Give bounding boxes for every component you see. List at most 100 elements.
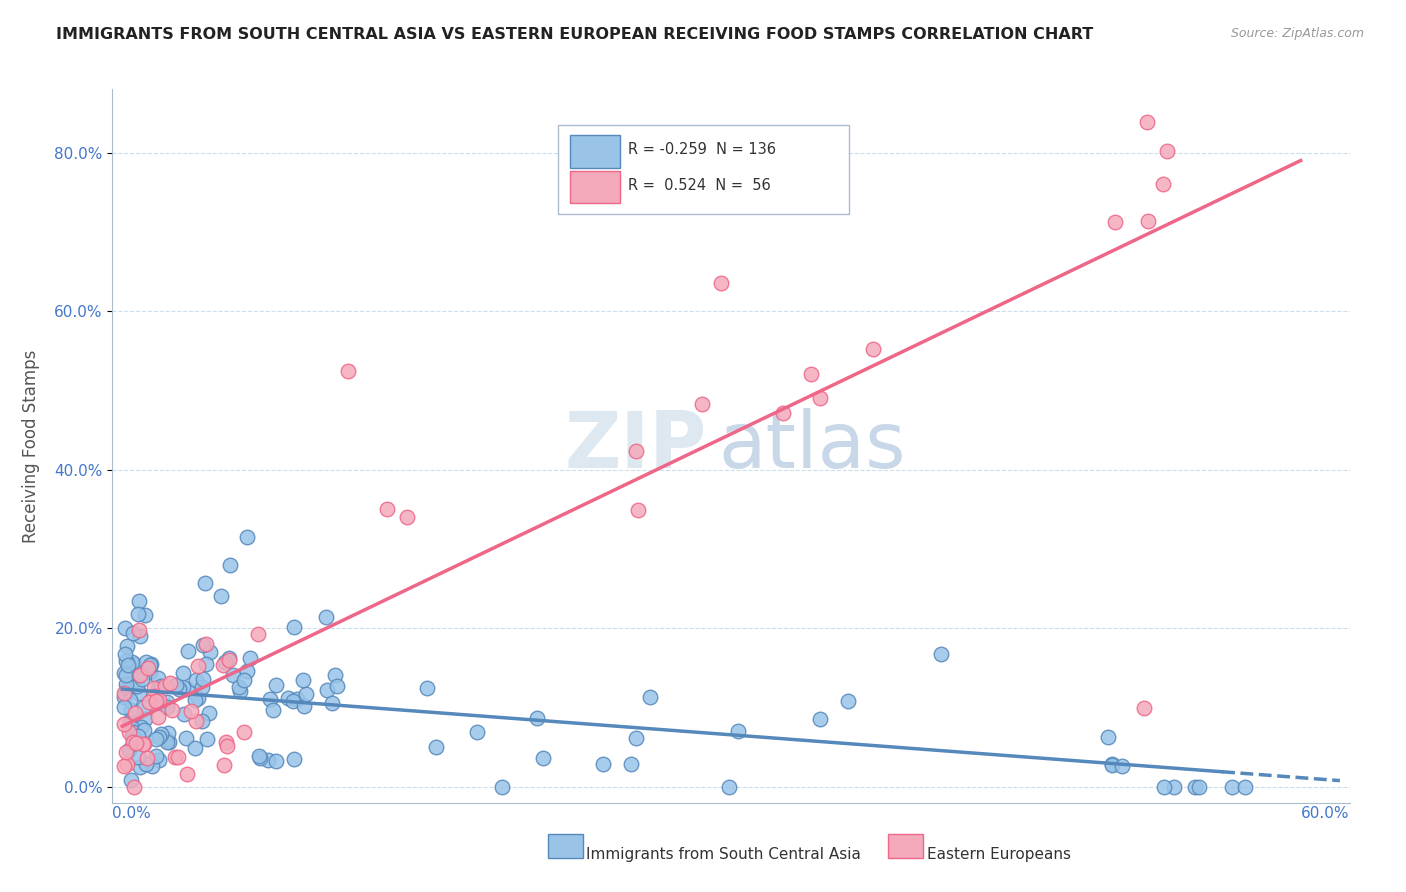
Point [114, 653, 136, 667]
Point [149, 727, 172, 741]
Point [257, 753, 280, 767]
Point [112, 759, 135, 773]
Point [122, 626, 145, 640]
Point [184, 673, 207, 688]
Point [283, 694, 305, 708]
Point [167, 681, 190, 696]
Point [772, 406, 794, 420]
Point [132, 737, 155, 751]
Point [153, 679, 176, 693]
Point [134, 712, 156, 726]
Point [218, 650, 240, 665]
Point [145, 694, 167, 708]
Point [283, 752, 305, 766]
Point [1153, 780, 1175, 794]
Point [262, 703, 284, 717]
Point [929, 648, 952, 662]
Point [128, 686, 150, 700]
Point [592, 757, 614, 772]
FancyBboxPatch shape [548, 834, 582, 858]
Point [187, 659, 209, 673]
Text: IMMIGRANTS FROM SOUTH CENTRAL ASIA VS EASTERN EUROPEAN RECEIVING FOOD STAMPS COR: IMMIGRANTS FROM SOUTH CENTRAL ASIA VS EA… [56, 27, 1094, 42]
Point [156, 734, 179, 748]
Point [128, 667, 150, 681]
Point [285, 692, 308, 706]
Point [138, 695, 160, 709]
Point [198, 645, 221, 659]
Point [292, 699, 315, 714]
Point [135, 756, 157, 771]
Point [211, 658, 233, 673]
Point [198, 706, 221, 720]
Point [129, 720, 152, 734]
Point [124, 706, 146, 720]
Point [160, 703, 183, 717]
Point [1152, 178, 1174, 192]
Point [132, 723, 155, 738]
Point [167, 749, 190, 764]
Point [195, 636, 218, 650]
Point [222, 668, 245, 682]
Point [1137, 214, 1160, 228]
Point [148, 730, 170, 744]
Point [326, 680, 349, 694]
Point [187, 691, 209, 706]
Point [145, 748, 167, 763]
Point [121, 703, 143, 717]
Point [1220, 780, 1243, 794]
Point [215, 739, 238, 753]
Point [115, 677, 138, 691]
Point [112, 690, 135, 705]
Point [165, 677, 187, 691]
Point [146, 671, 169, 685]
Point [131, 738, 153, 752]
Text: ZIP: ZIP [564, 408, 706, 484]
Point [120, 772, 142, 787]
Point [264, 677, 287, 691]
Point [121, 655, 143, 669]
Point [134, 608, 156, 623]
Point [180, 704, 202, 718]
Point [228, 681, 250, 695]
Point [112, 716, 135, 731]
FancyBboxPatch shape [558, 125, 849, 214]
Point [163, 749, 186, 764]
Point [218, 653, 240, 667]
FancyBboxPatch shape [571, 170, 620, 203]
Text: Immigrants from South Central Asia: Immigrants from South Central Asia [586, 847, 862, 862]
Point [727, 724, 749, 739]
Point [526, 711, 548, 725]
Point [194, 576, 217, 591]
Point [127, 750, 149, 764]
Point [236, 664, 259, 678]
Point [128, 623, 150, 637]
Point [122, 657, 145, 671]
Point [114, 647, 136, 661]
Text: Eastern Europeans: Eastern Europeans [927, 847, 1070, 862]
Point [129, 629, 152, 643]
Point [125, 679, 148, 693]
Point [1163, 780, 1185, 794]
Point [114, 686, 136, 700]
Point [239, 650, 262, 665]
Point [131, 672, 153, 686]
Point [125, 736, 148, 750]
Point [1097, 731, 1119, 745]
Point [277, 690, 299, 705]
Point [837, 694, 859, 708]
Point [157, 735, 180, 749]
Point [1101, 757, 1123, 772]
Point [115, 756, 138, 771]
Point [117, 681, 139, 695]
Point [128, 594, 150, 608]
Point [692, 397, 714, 411]
Point [115, 745, 138, 759]
Point [122, 736, 145, 750]
Point [177, 644, 200, 658]
Point [191, 714, 214, 728]
Point [156, 695, 179, 709]
Point [156, 700, 179, 714]
Point [148, 693, 170, 707]
Point [114, 621, 136, 635]
FancyBboxPatch shape [571, 135, 620, 168]
